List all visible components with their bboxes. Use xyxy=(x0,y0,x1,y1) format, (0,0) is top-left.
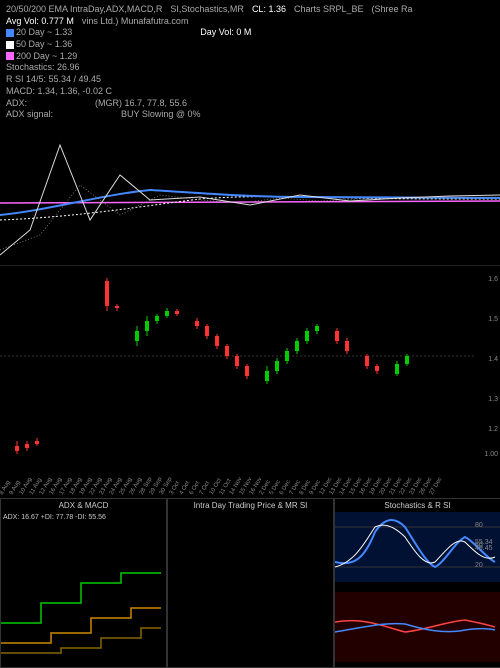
chart-symbol: Charts SRPL_BE xyxy=(294,4,364,16)
ema20-legend: 20 Day ~ 1.33 xyxy=(6,27,72,39)
indicator-panels: ADX & MACD ADX: 16.67 +DI: 77.78 -DI: 55… xyxy=(0,498,500,668)
svg-text:49.45: 49.45 xyxy=(475,545,493,552)
close-price: CL: 1.36 xyxy=(252,4,286,16)
title-indicators2: SI,Stochastics,MR xyxy=(170,4,244,16)
chart-header: 20/50/200 EMA IntraDay,ADX,MACD,R SI,Sto… xyxy=(0,0,500,125)
macd-value: MACD: 1.34, 1.36, -0.02 C xyxy=(6,86,494,98)
adx-macd-panel: ADX & MACD ADX: 16.67 +DI: 77.78 -DI: 55… xyxy=(0,498,167,668)
ema-line-chart xyxy=(0,125,500,266)
price-y-axis: 1.61.51.41.31.21.00 xyxy=(478,266,498,466)
day-volume: Day Vol: 0 M xyxy=(200,27,251,39)
adx-mgr: (MGR) 16.7, 77.8, 55.6 xyxy=(95,98,187,110)
adx-signal-value: BUY Slowing @ 0% xyxy=(121,109,201,121)
candlestick-chart: 1.61.51.41.31.21.00 xyxy=(0,266,500,466)
svg-text:20: 20 xyxy=(475,562,483,569)
adx-values-text: ADX: 16.67 +DI: 77.78 -DI: 55.56 xyxy=(1,512,166,523)
stoch-panel-title: Stochastics & R SI xyxy=(335,499,500,512)
ema50-legend: 50 Day ~ 1.36 xyxy=(6,39,72,51)
date-x-axis: 8 Aug9 Aug10 Aug11 Aug12 Aug16 Aug17 Aug… xyxy=(0,466,500,498)
company-name: (Shree Ra xyxy=(372,4,413,16)
title-indicators: 20/50/200 EMA IntraDay,ADX,MACD,R xyxy=(6,4,162,16)
adx-panel-title: ADX & MACD xyxy=(1,499,166,512)
ema200-legend: 200 Day ~ 1.29 xyxy=(6,51,77,63)
stochastics-panel: Stochastics & R SI 80502049.4555.34 xyxy=(334,498,500,668)
source-site: vins Ltd.) Munafafutra.com xyxy=(82,16,189,28)
stochastics-value: Stochastics: 26.96 xyxy=(6,62,494,74)
intraday-panel-title: Intra Day Trading Price & MR SI xyxy=(168,499,333,512)
svg-text:80: 80 xyxy=(475,522,483,529)
svg-text:55.34: 55.34 xyxy=(475,539,493,546)
intraday-panel: Intra Day Trading Price & MR SI xyxy=(167,498,334,668)
rsi-value: R SI 14/5: 55.34 / 49.45 xyxy=(6,74,494,86)
adx-label: ADX: xyxy=(6,98,27,110)
adx-signal-label: ADX signal: xyxy=(6,109,53,121)
avg-volume: Avg Vol: 0.777 M xyxy=(6,16,74,28)
